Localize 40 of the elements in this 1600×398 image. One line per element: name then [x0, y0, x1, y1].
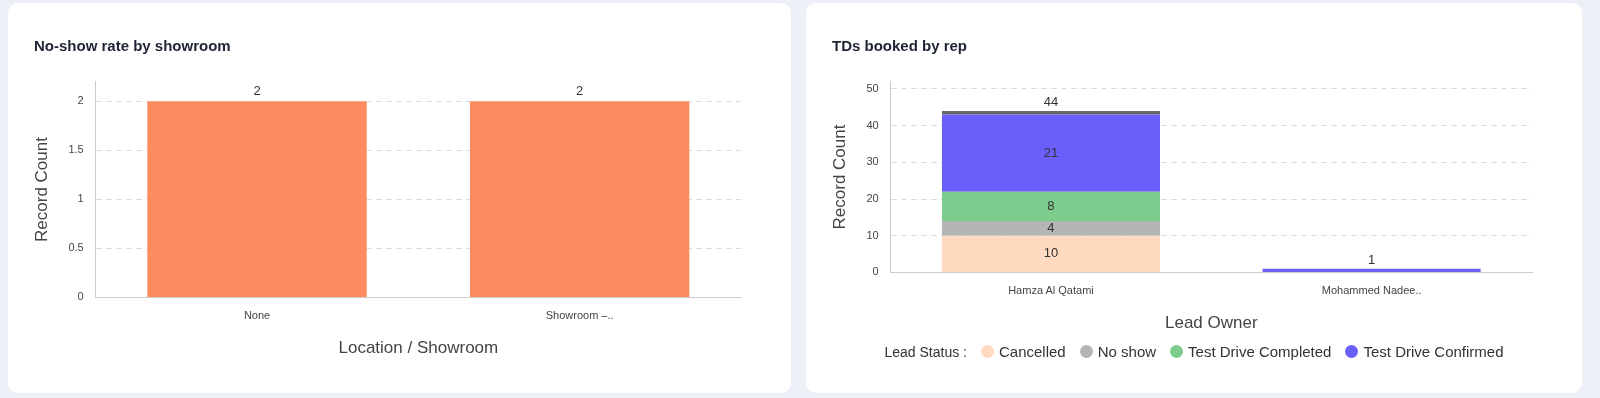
y-tick-label: 10	[866, 228, 879, 241]
x-tick-label: Hamza Al Qatami	[1008, 284, 1094, 297]
y-tick-label: 1.5	[68, 143, 84, 156]
y-tick-label: 2	[77, 94, 84, 107]
y-tick-label: 1	[77, 192, 84, 205]
y-tick-label: 50	[866, 81, 879, 94]
y-axis-title: Record Count	[31, 136, 51, 242]
bar	[941, 221, 1161, 236]
y-tick-label: 20	[866, 192, 879, 205]
y-tick-label: 30	[866, 155, 879, 168]
y-tick-label: 40	[866, 118, 879, 131]
data-label: 2	[576, 83, 584, 99]
bar	[941, 110, 1161, 115]
x-axis-title: Location / Showroom	[338, 338, 499, 358]
total-label: 44	[1043, 94, 1059, 110]
legend-label: Cancelled	[999, 343, 1066, 360]
bar	[941, 191, 1161, 222]
total-label: 1	[1368, 251, 1376, 267]
data-label: 2	[253, 83, 261, 99]
y-axis-title: Record Count	[829, 124, 849, 230]
x-axis-title: Lead Owner	[1165, 313, 1258, 333]
legend-label: No show	[1097, 343, 1157, 360]
y-tick-label: 0	[77, 290, 84, 303]
x-tick-label: Showroom –..	[545, 309, 614, 322]
legend-label: Test Drive Confirmed	[1363, 343, 1504, 360]
data-label: 4	[1047, 219, 1055, 235]
chart-title: No-show rate by showroom	[34, 37, 231, 54]
chart-title: TDs booked by rep	[832, 37, 968, 54]
x-tick-label: Mohammed Nadee..	[1321, 284, 1422, 297]
legend-label: Test Drive Completed	[1188, 343, 1332, 360]
legend-title: Lead Status :	[884, 343, 967, 360]
data-label: 21	[1043, 144, 1059, 160]
data-label: 8	[1047, 197, 1055, 213]
bar	[941, 114, 1161, 192]
x-tick-label: None	[243, 309, 271, 322]
y-tick-label: 0.5	[68, 241, 84, 254]
bar	[941, 235, 1161, 272]
y-tick-label: 0	[872, 265, 879, 278]
bar	[1262, 268, 1481, 272]
data-label: 10	[1043, 245, 1059, 261]
